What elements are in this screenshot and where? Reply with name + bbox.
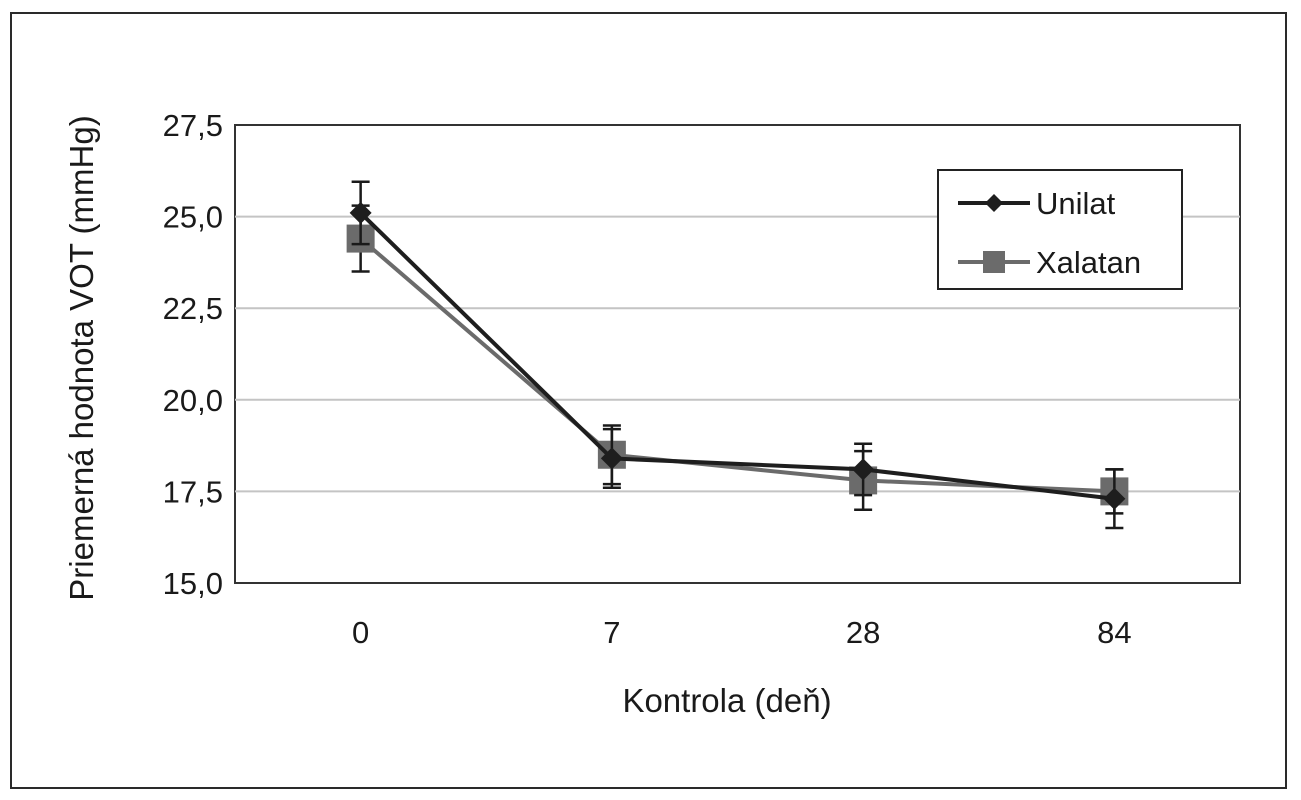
legend-item: Unilat [958,186,1116,221]
x-tick-label: 7 [603,615,620,650]
legend-marker [985,194,1003,212]
y-axis-ticks: 15,0 17,5 20,0 22,5 25,0 27,5 [163,108,223,601]
x-tick-label: 0 [352,615,369,650]
legend-item: Xalatan [958,245,1141,280]
series-layer [346,180,1129,530]
x-tick-label: 28 [846,615,880,650]
series-unilat [349,180,1126,530]
y-tick-label: 27,5 [163,108,223,143]
y-tick-label: 17,5 [163,474,223,509]
legend-label: Xalatan [1036,245,1141,280]
y-axis-title: Priemerná hodnota VOT (mmHg) [63,115,100,600]
y-tick-label: 22,5 [163,291,223,326]
legend-label: Unilat [1036,186,1116,221]
y-tick-label: 25,0 [163,200,223,235]
x-axis-ticks: 0 7 28 84 [352,615,1132,650]
legend: Unilat Xalatan [937,169,1183,290]
data-point [600,447,623,470]
y-tick-label: 15,0 [163,566,223,601]
y-tick-label: 20,0 [163,383,223,418]
legend-marker [983,251,1005,273]
x-axis-title: Kontrola (deň) [622,682,831,719]
legend-box [937,169,1183,290]
legend-items: Unilat Xalatan [958,186,1141,280]
data-point [349,201,372,224]
x-tick-label: 84 [1097,615,1131,650]
series-line [359,211,1115,501]
data-point [852,458,875,481]
data-point [1103,487,1126,510]
